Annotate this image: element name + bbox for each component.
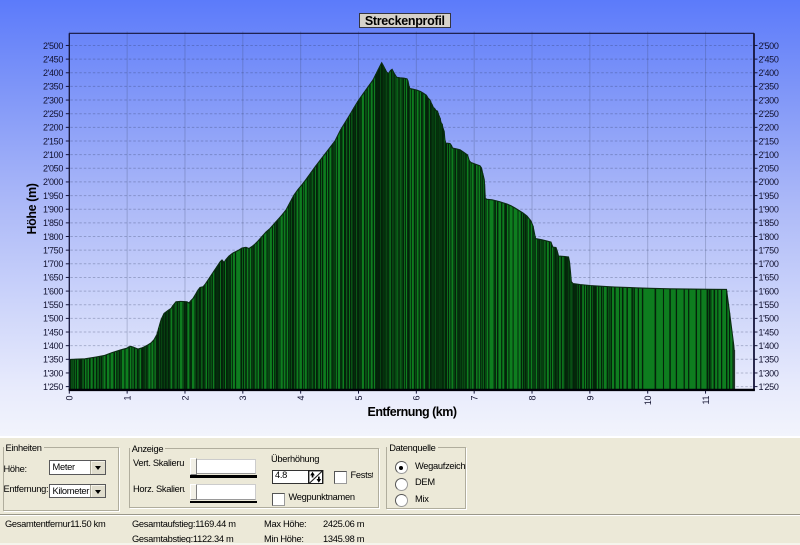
svg-text:1: 1 [123,395,133,400]
svg-text:2'150: 2'150 [43,136,63,146]
svg-text:1'650: 1'650 [43,273,63,283]
svg-text:2'300: 2'300 [43,95,63,105]
svg-text:1'300: 1'300 [759,368,779,378]
svg-text:2'150: 2'150 [759,136,779,146]
svg-text:2'250: 2'250 [43,109,63,119]
svg-text:1'500: 1'500 [43,314,63,324]
svg-text:2'000: 2'000 [43,177,63,187]
svg-text:5: 5 [354,395,364,400]
svg-text:1'800: 1'800 [759,232,779,242]
svg-text:1'400: 1'400 [759,341,779,351]
svg-text:2'500: 2'500 [43,41,63,51]
svg-text:2'350: 2'350 [759,82,779,92]
svg-text:2'200: 2'200 [759,123,779,133]
svg-text:1'350: 1'350 [43,355,63,365]
svg-text:1'550: 1'550 [43,300,63,310]
svg-text:2'300: 2'300 [759,95,779,105]
svg-text:2'400: 2'400 [759,68,779,78]
svg-text:2'450: 2'450 [43,54,63,64]
svg-text:3: 3 [238,395,248,400]
svg-text:1'850: 1'850 [759,218,779,228]
svg-text:1'950: 1'950 [43,191,63,201]
svg-text:1'300: 1'300 [43,368,63,378]
svg-text:2'500: 2'500 [759,41,779,51]
svg-text:1'800: 1'800 [43,232,63,242]
svg-text:1'250: 1'250 [759,382,779,392]
svg-text:1'750: 1'750 [759,245,779,255]
svg-text:1'250: 1'250 [43,382,63,392]
svg-text:1'550: 1'550 [759,300,779,310]
svg-text:9: 9 [585,395,595,400]
svg-text:1'700: 1'700 [759,259,779,269]
svg-text:0: 0 [65,395,75,400]
svg-text:2'200: 2'200 [43,123,63,133]
svg-text:2'000: 2'000 [759,177,779,187]
svg-text:2'250: 2'250 [759,109,779,119]
svg-text:1'700: 1'700 [43,259,63,269]
svg-text:1'950: 1'950 [759,191,779,201]
svg-text:1'750: 1'750 [43,245,63,255]
svg-text:1'600: 1'600 [43,286,63,296]
svg-text:10: 10 [643,395,653,405]
svg-text:1'900: 1'900 [759,205,779,215]
svg-text:1'400: 1'400 [43,341,63,351]
svg-text:2'050: 2'050 [43,164,63,174]
svg-text:2'400: 2'400 [43,68,63,78]
svg-text:2'100: 2'100 [43,150,63,160]
svg-text:7: 7 [470,395,480,400]
svg-text:1'900: 1'900 [43,205,63,215]
svg-text:4: 4 [296,395,306,400]
svg-text:1'650: 1'650 [759,273,779,283]
svg-text:1'450: 1'450 [759,327,779,337]
svg-text:1'500: 1'500 [759,314,779,324]
svg-text:8: 8 [527,395,537,400]
svg-text:6: 6 [412,395,422,400]
svg-text:2'350: 2'350 [43,82,63,92]
svg-text:2'450: 2'450 [759,54,779,64]
svg-text:11: 11 [701,395,711,404]
svg-text:2: 2 [180,395,190,400]
svg-text:1'850: 1'850 [43,218,63,228]
svg-text:2'100: 2'100 [759,150,779,160]
svg-text:1'450: 1'450 [43,327,63,337]
svg-text:2'050: 2'050 [759,164,779,174]
svg-text:1'350: 1'350 [759,355,779,365]
svg-text:1'600: 1'600 [759,286,779,296]
